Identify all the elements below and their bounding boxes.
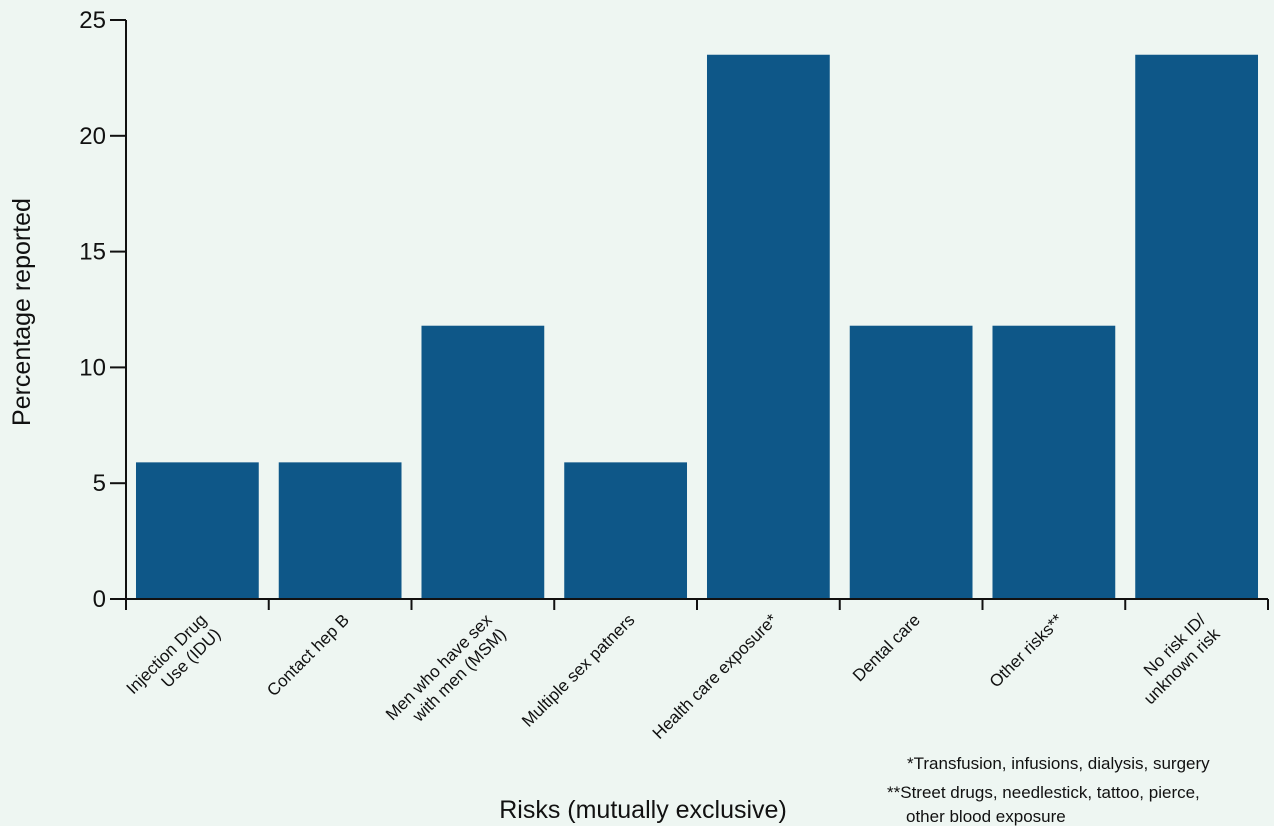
bar-3: [564, 462, 688, 599]
x-ticks-group: [125, 599, 1269, 610]
y-tick-label-1: 5: [93, 470, 106, 497]
bar-0: [135, 462, 259, 599]
y-tick-label-0: 0: [93, 586, 106, 613]
bar-1: [278, 462, 402, 599]
footnote-3: other blood exposure: [906, 807, 1066, 826]
y-tick-label-2: 10: [79, 354, 106, 381]
x-tick-label-2: Men who have sexwith men (MSM): [382, 610, 510, 738]
bar-6: [992, 325, 1116, 599]
x-tick-label-4: Health care exposure*: [649, 610, 782, 743]
y-tick-label-4: 20: [79, 123, 106, 150]
x-tick-label-line: Other risks**: [986, 610, 1067, 691]
x-tick-labels-group: Injection DrugUse (IDU) Contact hep B Men …: [123, 610, 1224, 743]
y-ticks-group: 0 5 10 15 20 25: [79, 7, 126, 613]
bar-4: [706, 54, 830, 600]
x-tick-label-6: Other risks**: [986, 610, 1067, 691]
x-tick-label-1: Contact hep B: [263, 610, 353, 700]
bar-5: [849, 325, 973, 599]
x-tick-label-5: Dental care: [849, 610, 924, 685]
x-tick-label-3: Multiple sex patners: [518, 610, 638, 730]
footnote-2: **Street drugs, needlestick, tattoo, pie…: [887, 783, 1200, 802]
bar-2: [421, 325, 545, 599]
x-axis-title: Risks (mutually exclusive): [499, 796, 787, 824]
x-tick-label-line: Dental care: [849, 610, 924, 685]
y-tick-label-5: 25: [79, 7, 106, 34]
x-tick-label-line: Health care exposure*: [649, 610, 782, 743]
footnote-1: *Transfusion, infusions, dialysis, surge…: [907, 754, 1210, 773]
x-tick-label-line: Multiple sex patners: [518, 610, 638, 730]
bars-group: [135, 54, 1259, 600]
bar-7: [1135, 54, 1259, 600]
x-tick-label-line: Contact hep B: [263, 610, 353, 700]
footnotes-group: *Transfusion, infusions, dialysis, surge…: [887, 754, 1210, 826]
y-tick-label-3: 15: [79, 239, 106, 266]
x-tick-label-7: No risk ID/unknown risk: [1126, 610, 1224, 708]
y-axis-title: Percentage reported: [8, 198, 36, 426]
x-tick-label-0: Injection DrugUse (IDU): [123, 610, 225, 712]
